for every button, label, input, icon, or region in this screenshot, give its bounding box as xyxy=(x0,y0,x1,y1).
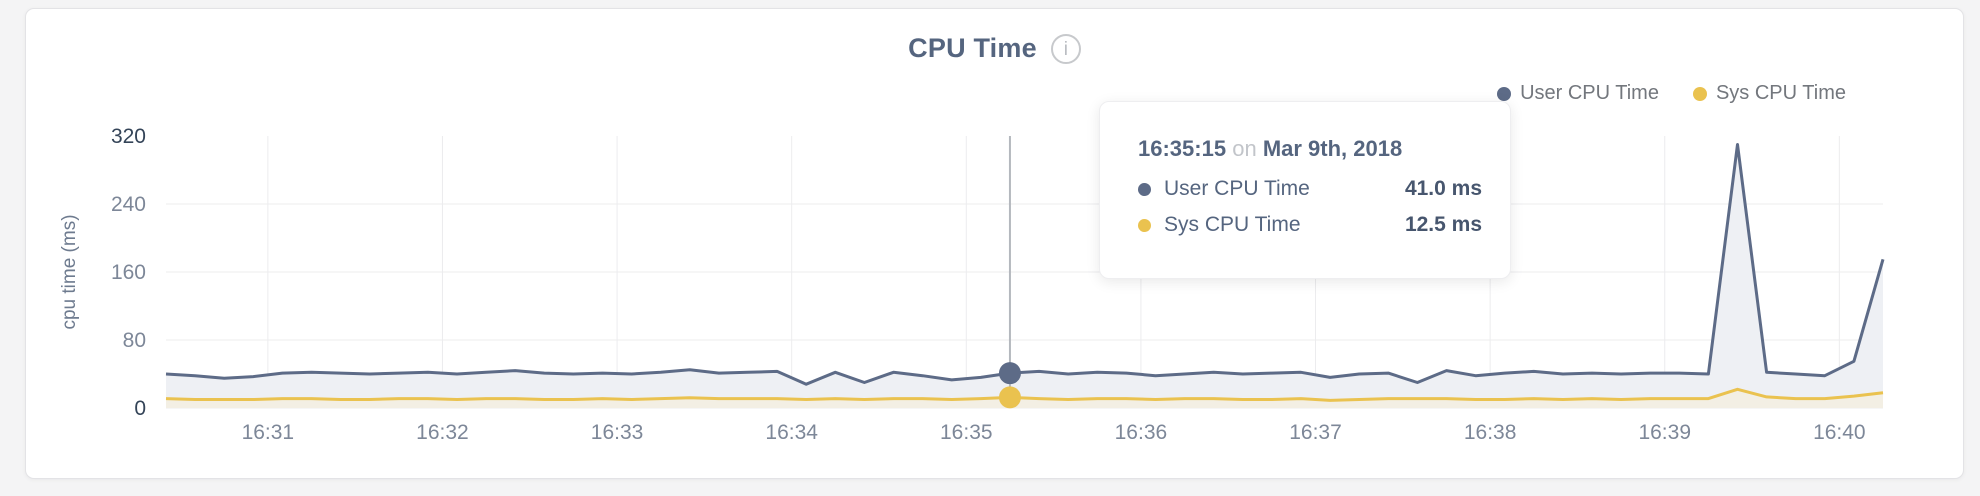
x-tick-label: 16:31 xyxy=(242,421,295,444)
tooltip-label-user: User CPU Time xyxy=(1164,177,1310,200)
x-tick-label: 16:36 xyxy=(1115,421,1168,444)
x-tick-label: 16:33 xyxy=(591,421,644,444)
y-tick-label: 80 xyxy=(123,329,146,352)
y-axis-title: cpu time (ms) xyxy=(59,214,80,329)
legend-item-sys[interactable]: Sys CPU Time xyxy=(1692,82,1846,105)
tooltip-time: 16:35:15 xyxy=(1138,136,1227,161)
tooltip-on-word: on xyxy=(1232,136,1257,161)
user-series-dot-icon xyxy=(1138,182,1151,196)
y-tick-label: 160 xyxy=(111,261,146,284)
chart-tooltip: 16:35:15 on Mar 9th, 2018 User CPU Time … xyxy=(1099,101,1511,279)
legend-label-user: User CPU Time xyxy=(1520,82,1659,104)
tooltip-row-sys: Sys CPU Time 12.5 ms xyxy=(1138,213,1482,237)
chart-legend: User CPU Time Sys CPU Time xyxy=(1497,82,1846,105)
tooltip-date: Mar 9th, 2018 xyxy=(1262,136,1403,161)
x-tick-label: 16:38 xyxy=(1464,421,1517,444)
x-tick-label: 16:37 xyxy=(1289,421,1342,444)
y-tick-label: 0 xyxy=(134,397,146,420)
x-tick-label: 16:39 xyxy=(1638,421,1691,444)
legend-item-user[interactable]: User CPU Time xyxy=(1497,82,1659,105)
tooltip-row-user: User CPU Time 41.0 ms xyxy=(1138,177,1482,201)
user-area xyxy=(166,144,1883,408)
highlight-dot-user[interactable] xyxy=(998,362,1021,385)
x-tick-label: 16:35 xyxy=(940,421,993,444)
x-tick-label: 16:40 xyxy=(1813,421,1866,444)
legend-label-sys: Sys CPU Time xyxy=(1715,82,1846,104)
y-tick-label: 240 xyxy=(111,193,146,216)
sys-series-dot-icon xyxy=(1138,218,1151,232)
sys-series-dot-icon xyxy=(1692,86,1707,101)
page-title: CPU Time xyxy=(908,33,1037,63)
tooltip-value-user: 41.0 ms xyxy=(1404,177,1482,200)
tooltip-label-sys: Sys CPU Time xyxy=(1164,213,1301,236)
cpu-time-card: CPU Time i User CPU Time Sys CPU Time 0 8… xyxy=(25,8,1964,479)
chart-header: CPU Time i xyxy=(26,33,1963,64)
sys-line xyxy=(165,387,1884,402)
tooltip-value-sys: 12.5 ms xyxy=(1404,213,1482,236)
highlight-dot-sys[interactable] xyxy=(998,386,1021,409)
x-tick-label: 16:32 xyxy=(416,421,469,444)
user-line xyxy=(165,143,1885,386)
x-tick-label: 16:34 xyxy=(765,421,818,444)
info-icon[interactable]: i xyxy=(1050,33,1081,64)
user-series-dot-icon xyxy=(1497,86,1512,101)
cpu-time-chart[interactable]: 0 80 160 240 320 16:31 16:32 16:33 16:34 16:35 16:… xyxy=(26,9,1963,478)
y-tick-label: 320 xyxy=(111,125,146,148)
tooltip-header: 16:35:15 on Mar 9th, 2018 xyxy=(1138,136,1482,162)
